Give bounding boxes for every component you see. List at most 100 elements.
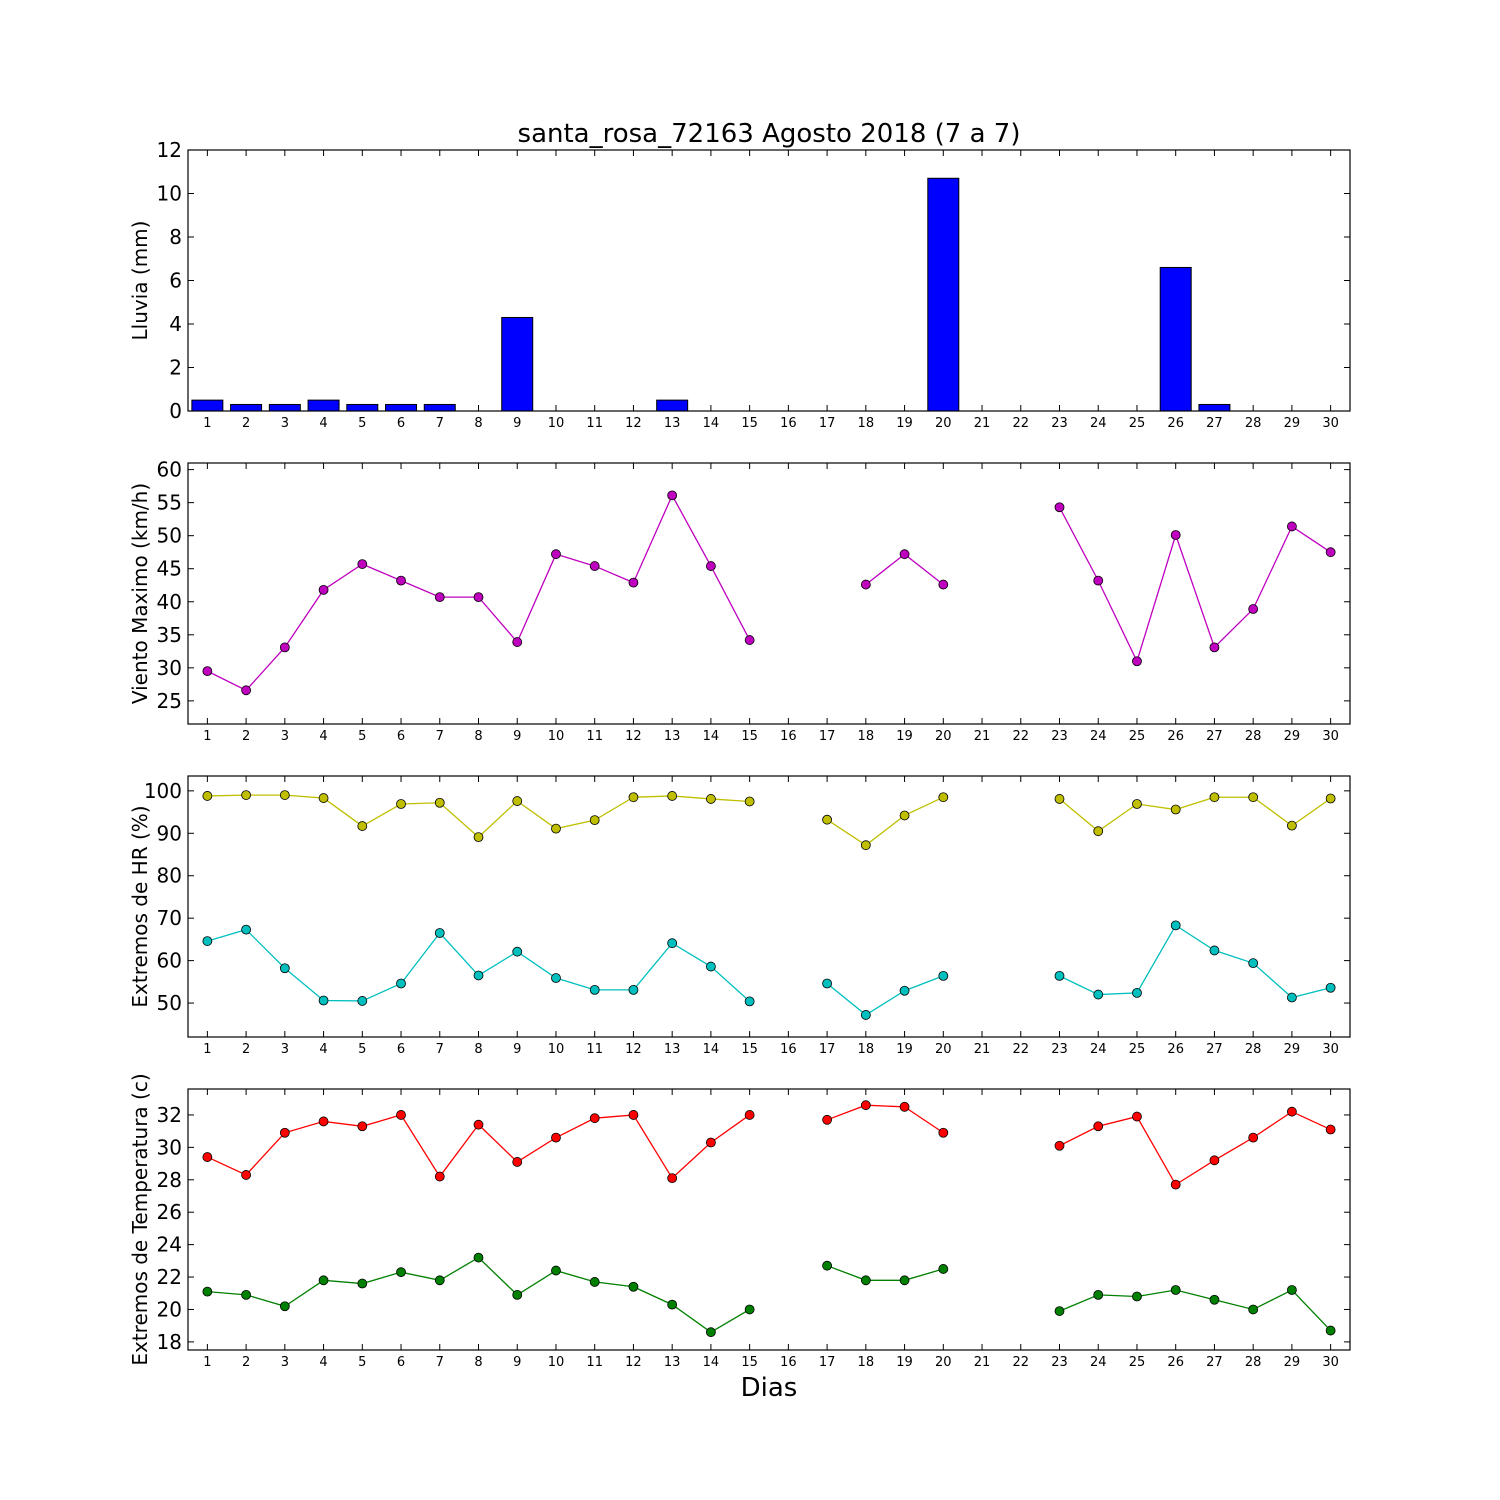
data-point [1325, 1124, 1336, 1135]
y-tick-label: 40 [157, 590, 182, 614]
x-tick-label: 28 [1245, 416, 1262, 431]
data-point [860, 1275, 871, 1286]
data-point [1287, 1285, 1297, 1295]
data-point [241, 1289, 252, 1300]
data-point [1287, 1106, 1297, 1117]
x-tick-label: 2 [242, 729, 250, 744]
data-point [512, 1157, 523, 1167]
x-tick-label: 7 [436, 1355, 444, 1370]
x-tick-label: 15 [741, 729, 758, 744]
y-tick-label: 90 [157, 821, 182, 845]
x-tick-label: 27 [1206, 729, 1223, 744]
y-tick-label: 60 [157, 949, 182, 973]
x-tick-label: 8 [474, 416, 482, 431]
data-point [1209, 642, 1220, 653]
chart-title: santa_rosa_72163 Agosto 2018 (7 a 7) [518, 119, 1021, 149]
x-tick-label: 7 [436, 416, 444, 431]
x-tick-label: 24 [1090, 1355, 1107, 1370]
x-tick-label: 27 [1206, 416, 1223, 431]
data-point [318, 584, 329, 595]
x-tick-label: 15 [741, 1355, 758, 1370]
x-tick-label: 11 [586, 1355, 603, 1370]
data-point [396, 978, 406, 989]
data-point [241, 685, 252, 696]
data-point [202, 1152, 213, 1162]
data-point [1093, 1289, 1104, 1300]
data-point [318, 1275, 329, 1286]
data-point [279, 790, 290, 800]
data-point [551, 823, 561, 834]
series-line [1059, 1289, 1332, 1331]
data-point [318, 793, 329, 803]
x-tick-label: 5 [358, 1355, 366, 1370]
data-point [822, 978, 832, 989]
data-point [899, 549, 910, 560]
data-point [899, 985, 910, 996]
x-tick-label: 14 [703, 1355, 720, 1370]
data-point [1132, 656, 1142, 667]
data-point [1209, 1294, 1220, 1305]
data-point [938, 1127, 949, 1138]
data-point [706, 961, 716, 972]
plot-frame [187, 775, 1351, 1038]
x-tick-label: 7 [436, 729, 444, 744]
x-tick-label: 4 [319, 1355, 327, 1370]
x-tick-label: 24 [1090, 729, 1107, 744]
x-tick-label: 30 [1322, 1042, 1339, 1057]
data-point [551, 1132, 561, 1143]
data-point [1132, 799, 1142, 809]
data-point [899, 1101, 910, 1112]
data-point [1093, 575, 1104, 586]
rain-bar [346, 403, 379, 412]
x-tick-label: 23 [1051, 1042, 1068, 1057]
x-tick-label: 9 [513, 416, 521, 431]
y-tick-label: 30 [157, 1135, 182, 1159]
x-tick-label: 25 [1129, 729, 1146, 744]
x-tick-label: 29 [1284, 729, 1301, 744]
y-tick-label: 50 [157, 524, 182, 548]
data-point [938, 792, 949, 803]
y-tick-label: 60 [157, 458, 182, 482]
data-point [1248, 1132, 1259, 1143]
plot-frame [187, 149, 1351, 412]
x-tick-label: 18 [858, 1042, 875, 1057]
x-tick-label: 6 [397, 1355, 405, 1370]
data-point [512, 1289, 523, 1300]
data-point [434, 797, 445, 808]
series-line [826, 975, 944, 1016]
rain-bar [307, 399, 340, 412]
rain-bar [268, 403, 301, 412]
y-tick-label: 55 [157, 491, 182, 515]
data-point [241, 1170, 252, 1180]
data-point [628, 1110, 639, 1120]
y-tick-label: 20 [157, 1297, 182, 1321]
x-tick-label: 17 [819, 1355, 836, 1370]
x-tick-label: 25 [1129, 1042, 1146, 1057]
y-tick-label: 28 [157, 1168, 182, 1192]
x-tick-label: 6 [397, 1042, 405, 1057]
data-point [1325, 793, 1336, 804]
x-tick-label: 30 [1322, 416, 1339, 431]
rain-bar [927, 177, 960, 412]
data-point [1054, 970, 1065, 981]
data-point [279, 642, 290, 653]
data-point [473, 1119, 484, 1130]
data-point [667, 791, 678, 801]
data-point [1093, 826, 1104, 837]
y-tick-label: 18 [157, 1330, 182, 1354]
y-tick-label: 50 [157, 991, 182, 1015]
x-tick-label: 28 [1245, 729, 1262, 744]
data-point [1054, 1306, 1065, 1316]
x-tick-label: 10 [548, 1355, 565, 1370]
data-point [1093, 1121, 1104, 1132]
x-tick-label: 3 [281, 1355, 289, 1370]
data-point [822, 1260, 832, 1271]
rain-bar [423, 403, 456, 412]
x-tick-label: 3 [281, 416, 289, 431]
series-line [207, 794, 750, 838]
data-point [396, 1267, 406, 1278]
data-point [1132, 1111, 1142, 1122]
x-tick-label: 26 [1167, 729, 1184, 744]
data-point [357, 821, 368, 831]
